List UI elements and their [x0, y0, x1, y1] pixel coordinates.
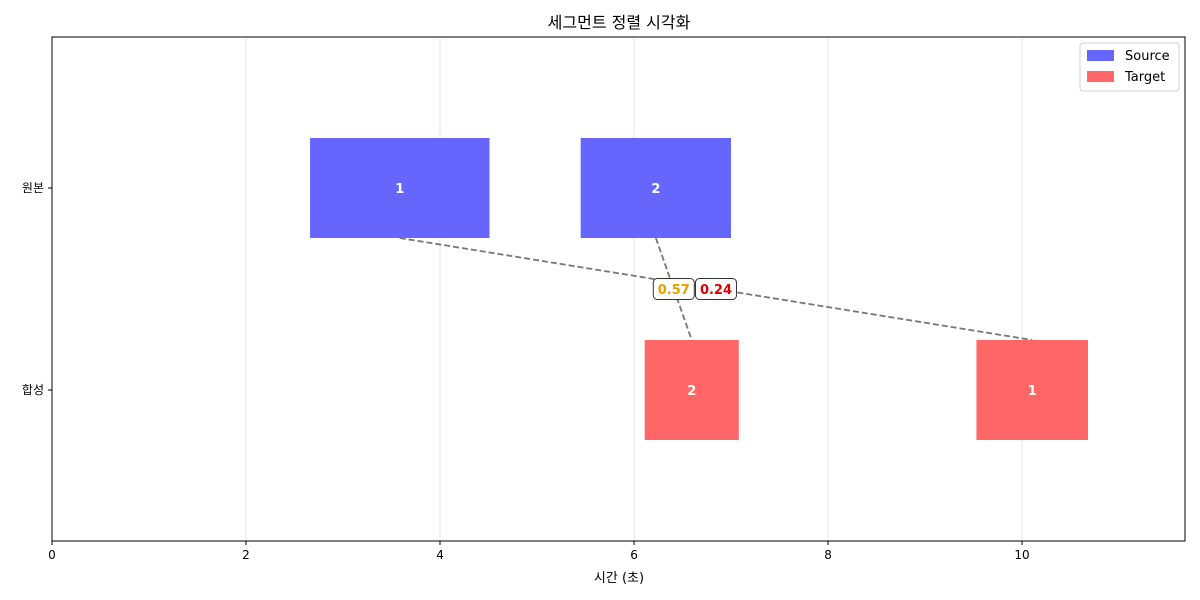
score-label: 0.57: [658, 283, 690, 298]
score-box: [652, 278, 695, 300]
segment-label: 1: [395, 182, 404, 197]
x-tick-label: 0: [48, 548, 56, 562]
alignment-score: 0.24: [694, 278, 737, 300]
x-tick-label: 8: [824, 548, 832, 562]
segment-bars: 1 2 2 1: [310, 138, 1088, 440]
chart-title: 세그먼트 정렬 시각화: [548, 13, 691, 32]
x-tick-label: 4: [436, 548, 444, 562]
score-label: 0.24: [700, 283, 732, 298]
x-tick-label: 6: [630, 548, 638, 562]
y-tick-label: 원본: [22, 181, 44, 195]
legend-label: Source: [1125, 49, 1170, 64]
segment-label: 1: [1028, 384, 1037, 399]
segment-bar: [310, 138, 490, 238]
alignment-scores: 0.24 0.57: [652, 278, 737, 300]
grid-lines: [51, 37, 1023, 541]
segment-label: 2: [687, 384, 696, 399]
segment-bar: [976, 340, 1088, 440]
legend-label: Target: [1124, 70, 1165, 85]
x-axis-ticks: 0 2 4 6 8 10: [48, 541, 1030, 562]
segment-label: 2: [651, 182, 660, 197]
x-tick-label: 2: [242, 548, 250, 562]
plot-area: [51, 36, 1186, 542]
x-axis-label: 시간 (초): [594, 571, 644, 586]
legend-swatch: [1087, 71, 1114, 82]
y-tick-label: 합성: [22, 383, 44, 397]
alignment-score: 0.57: [652, 278, 695, 300]
score-box: [694, 278, 737, 300]
x-tick-label: 10: [1014, 548, 1029, 562]
segment-bar: [580, 138, 732, 238]
legend: Source Target: [1079, 42, 1180, 92]
legend-swatch: [1087, 50, 1114, 61]
segment-bar: [644, 340, 739, 440]
